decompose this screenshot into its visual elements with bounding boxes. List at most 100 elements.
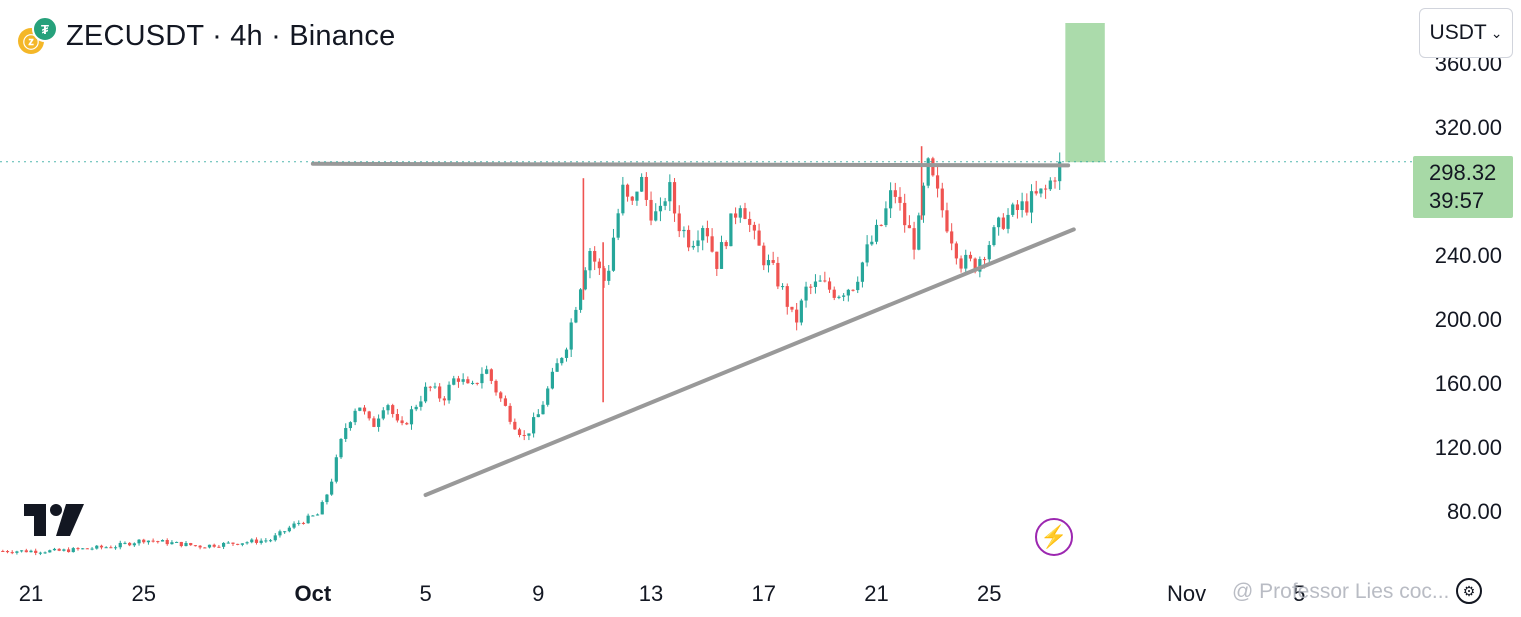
candle-body — [184, 543, 188, 547]
candle-body — [348, 422, 353, 429]
candle-body — [827, 281, 832, 290]
candle-body — [856, 281, 860, 291]
candle-body — [978, 259, 982, 272]
x-tick-label: 13 — [639, 581, 663, 606]
candle-body — [71, 548, 75, 553]
candle-body — [66, 549, 71, 553]
candle-body — [226, 542, 230, 544]
tradingview-logo-icon[interactable] — [24, 504, 86, 538]
candle-body — [325, 494, 329, 503]
candle-body — [330, 481, 334, 495]
candle-body — [672, 182, 677, 214]
candle-body — [179, 541, 183, 547]
candle-body — [5, 551, 10, 553]
candle-body — [743, 208, 747, 219]
candle-body — [367, 411, 371, 419]
candle-body — [123, 542, 127, 544]
candle-body — [1058, 161, 1062, 182]
candle-body — [513, 421, 517, 430]
candle-body — [879, 224, 883, 226]
y-tick-label: 240.00 — [1435, 243, 1502, 268]
candle-body — [898, 196, 902, 203]
candle-body — [499, 392, 503, 399]
candle-body — [649, 199, 653, 221]
candle-body — [109, 547, 113, 549]
candle-body — [884, 208, 888, 226]
candle-body — [212, 544, 216, 547]
candle-body — [283, 531, 287, 533]
candle-body — [588, 251, 592, 271]
x-tick-label: 25 — [131, 581, 155, 606]
candle-body — [522, 435, 526, 437]
x-tick-label: 9 — [532, 581, 544, 606]
candle-body — [334, 457, 338, 482]
candle-body — [128, 542, 132, 546]
candle-body — [583, 270, 587, 290]
currency-selector[interactable]: USDT ⌄ — [1419, 8, 1513, 58]
candle-body — [391, 405, 395, 415]
tether-coin-icon: ₮ — [32, 16, 58, 42]
candle-body — [377, 418, 381, 427]
candle-body — [917, 215, 921, 250]
candle-body — [973, 258, 977, 272]
candle-body — [170, 542, 174, 545]
last-price-value: 298.32 — [1429, 160, 1497, 185]
candle-body — [907, 225, 911, 229]
candle-body — [527, 433, 531, 436]
candle-body — [964, 254, 968, 269]
candle-body — [954, 243, 958, 259]
candle-body — [198, 545, 202, 548]
candle-body — [945, 210, 949, 232]
candle-body — [926, 158, 930, 186]
candle-body — [799, 300, 803, 323]
candle-body — [85, 548, 89, 550]
symbol-title[interactable]: ZECUSDT · 4h · Binance — [66, 19, 396, 52]
candle-body — [597, 261, 601, 269]
candle-body — [1053, 180, 1057, 182]
candle-body — [142, 539, 146, 543]
candle-body — [268, 540, 273, 542]
candle-body — [203, 547, 207, 549]
candle-body — [1, 551, 5, 552]
candle-body — [1044, 188, 1048, 190]
candle-body — [358, 407, 362, 411]
price-axis: 80.00120.00160.00200.00240.00320.00360.0… — [1435, 51, 1502, 524]
candle-body — [503, 398, 508, 406]
candle-body — [306, 515, 310, 524]
candle-body — [809, 286, 813, 288]
candle-body — [118, 542, 122, 548]
candle-body — [461, 379, 465, 382]
candle-body — [193, 545, 198, 547]
candle-body — [874, 224, 879, 242]
candle-body — [997, 217, 1001, 228]
candle-body — [428, 386, 432, 388]
settings-gear-icon[interactable]: ⚙ — [1456, 578, 1482, 604]
candle-body — [1025, 201, 1029, 213]
candle-body — [508, 405, 512, 422]
candle-body — [245, 542, 249, 544]
candle-body — [52, 548, 57, 551]
candle-body — [1029, 191, 1034, 213]
candle-body — [62, 549, 66, 551]
candle-body — [301, 522, 306, 524]
candle-body — [339, 438, 343, 458]
candle-body — [1048, 180, 1052, 190]
symbol-logo: ⓩ ₮ — [18, 16, 58, 56]
candle-body — [409, 409, 414, 425]
candle-body — [189, 543, 193, 546]
candle-body — [104, 547, 108, 549]
candle-body — [982, 259, 987, 261]
lightning-icon[interactable]: ⚡ — [1035, 518, 1073, 556]
candle-body — [156, 541, 160, 543]
candle-body — [668, 182, 672, 202]
candle-body — [95, 545, 99, 549]
candle-body — [776, 262, 780, 287]
candle-body — [489, 369, 493, 381]
candle-body — [151, 540, 155, 542]
candle-body — [992, 227, 996, 246]
candle-body — [705, 228, 710, 237]
candle-body — [517, 429, 522, 436]
candle-body — [81, 548, 85, 550]
x-tick-label: 5 — [419, 581, 431, 606]
